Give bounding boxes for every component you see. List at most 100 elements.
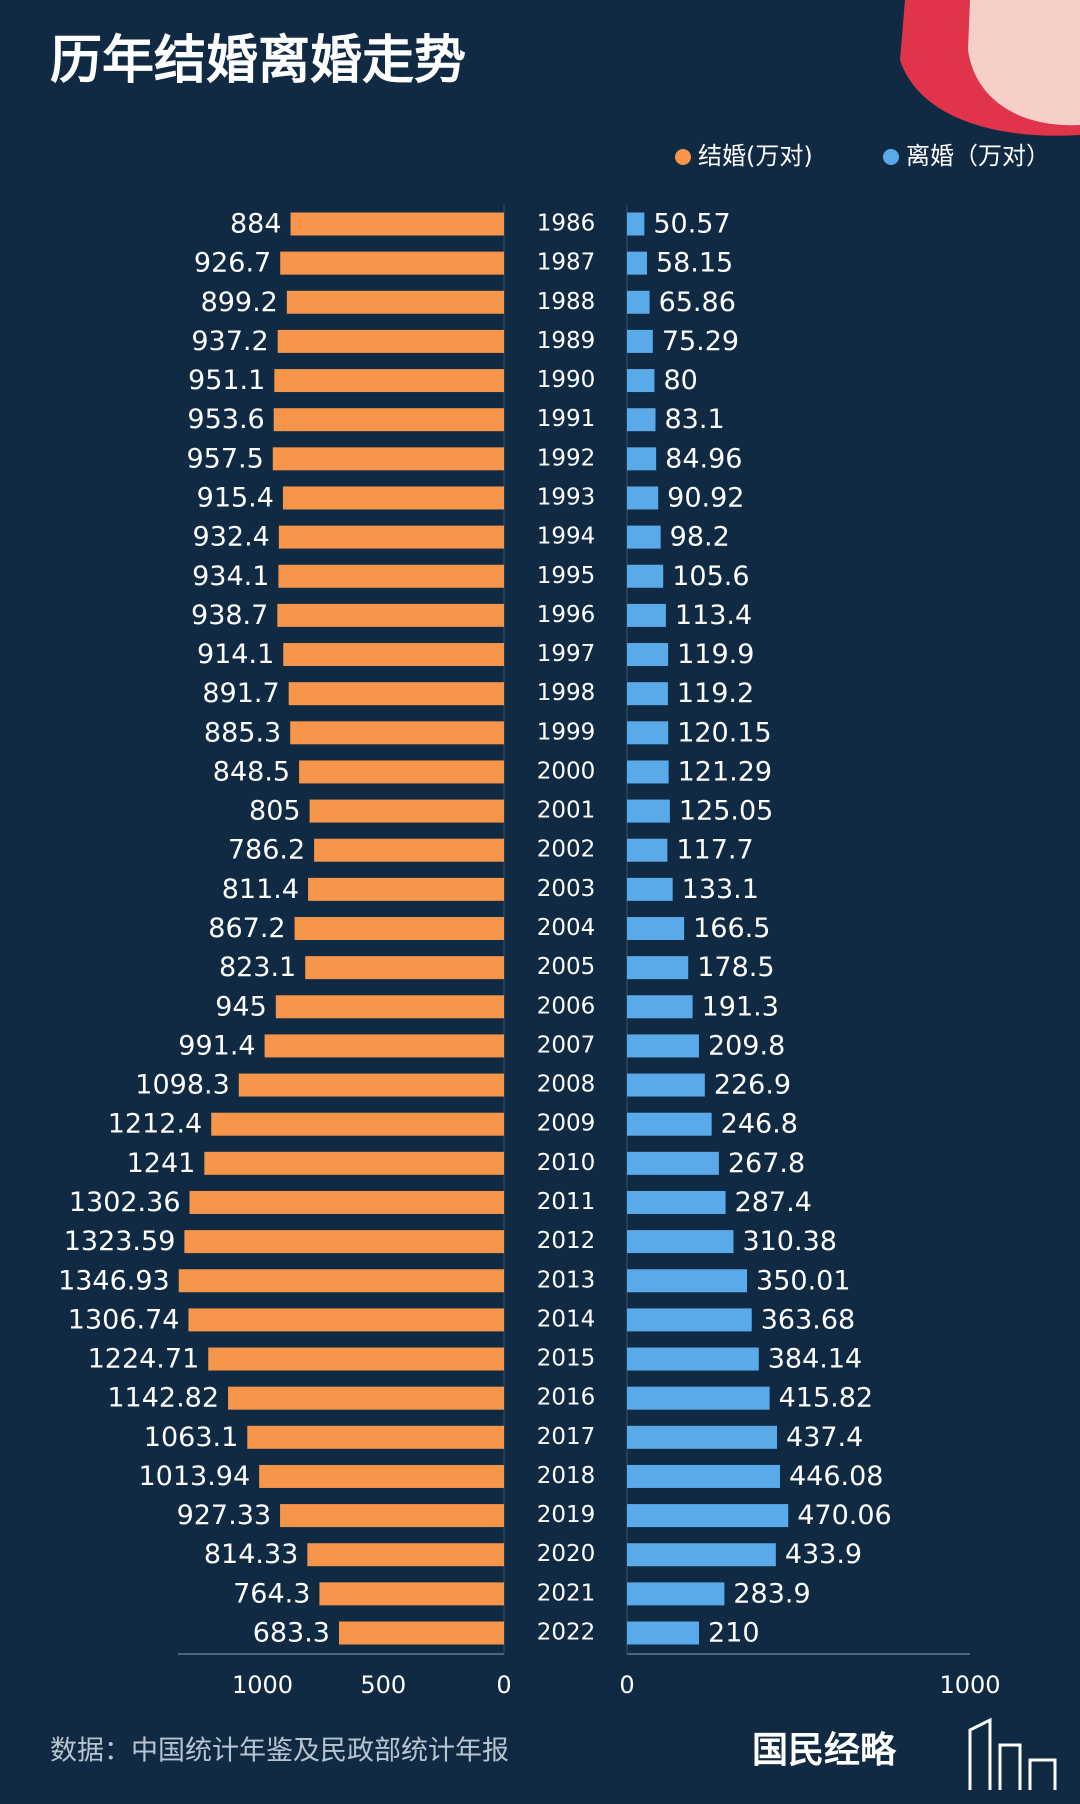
bar — [286, 290, 504, 314]
bar — [627, 956, 689, 980]
value-label: 65.86 — [659, 287, 736, 318]
bar — [294, 917, 504, 940]
bar — [627, 1543, 776, 1567]
category-label: 2011 — [537, 1189, 596, 1215]
value-label: 178.5 — [697, 952, 774, 983]
value-label: 891.7 — [202, 678, 279, 709]
category-label: 1994 — [537, 524, 596, 550]
bar — [280, 251, 504, 275]
value-label: 899.2 — [201, 287, 278, 318]
bar — [627, 1073, 705, 1097]
category-label: 1991 — [537, 406, 596, 432]
value-label: 991.4 — [178, 1030, 255, 1061]
value-label: 786.2 — [228, 835, 305, 866]
category-label: 1997 — [537, 641, 596, 667]
value-label: 938.7 — [191, 600, 268, 631]
x-tick-label: 1000 — [939, 1671, 1000, 1699]
bar — [627, 525, 661, 549]
bar — [627, 486, 659, 510]
value-label: 1302.36 — [69, 1187, 181, 1218]
bar — [627, 1386, 770, 1410]
value-label: 805 — [249, 796, 301, 827]
bar — [314, 838, 504, 862]
x-tick-label: 0 — [619, 1671, 634, 1699]
value-label: 945 — [215, 991, 267, 1022]
value-label: 1212.4 — [108, 1109, 202, 1140]
value-label: 915.4 — [197, 482, 274, 513]
bar — [238, 1073, 504, 1097]
category-label: 1998 — [537, 680, 596, 706]
bar — [627, 1230, 734, 1254]
bar — [273, 408, 504, 432]
value-label: 283.9 — [733, 1578, 810, 1609]
bar — [627, 838, 668, 862]
bar — [290, 212, 504, 236]
category-label: 2003 — [537, 876, 596, 902]
value-label: 953.6 — [187, 404, 264, 435]
bar — [627, 251, 647, 275]
value-label: 934.1 — [192, 561, 269, 592]
bar — [627, 1347, 759, 1371]
legend-swatch — [883, 149, 899, 165]
source: 数据：中国统计年鉴及民政部统计年报 — [50, 1736, 509, 1767]
category-label: 2016 — [537, 1385, 596, 1411]
bar — [627, 760, 669, 784]
bar — [259, 1464, 504, 1488]
value-label: 75.29 — [662, 326, 739, 357]
bar — [319, 1582, 504, 1606]
bar — [290, 721, 504, 745]
value-label: 811.4 — [222, 874, 299, 905]
logo: 国民经略 — [752, 1730, 897, 1771]
category-label: 2018 — [537, 1463, 596, 1489]
value-label: 191.3 — [702, 991, 779, 1022]
value-label: 1224.71 — [88, 1344, 200, 1375]
value-label: 363.68 — [761, 1304, 855, 1335]
bar — [274, 369, 504, 393]
bar — [627, 1151, 719, 1175]
category-label: 2005 — [537, 954, 596, 980]
bar — [282, 486, 504, 510]
category-label: 2021 — [537, 1580, 596, 1606]
bar — [208, 1347, 504, 1371]
logo-icon — [968, 1717, 1057, 1790]
bar — [278, 525, 504, 549]
value-label: 848.5 — [213, 756, 290, 787]
value-label: 914.1 — [197, 639, 274, 670]
bar — [627, 1308, 752, 1332]
bar — [627, 995, 693, 1019]
bar — [309, 799, 504, 823]
category-label: 1996 — [537, 602, 596, 628]
value-label: 226.9 — [714, 1070, 791, 1101]
bar — [627, 212, 645, 236]
value-label: 287.4 — [735, 1187, 812, 1218]
category-label: 2001 — [537, 798, 596, 824]
bar — [178, 1269, 505, 1293]
value-label: 84.96 — [665, 443, 742, 474]
bar — [283, 643, 504, 667]
category-label: 2009 — [537, 1111, 596, 1137]
bar — [338, 1621, 504, 1645]
category-label: 2004 — [537, 915, 596, 941]
value-label: 470.06 — [797, 1500, 891, 1531]
value-label: 1306.74 — [68, 1304, 180, 1335]
value-label: 415.82 — [779, 1383, 873, 1414]
value-label: 1346.93 — [58, 1265, 170, 1296]
bar — [308, 877, 504, 901]
bar — [307, 1543, 504, 1567]
category-label: 2000 — [537, 758, 596, 784]
bar — [627, 1621, 700, 1645]
x-tick-label: 0 — [496, 1671, 511, 1699]
value-label: 121.29 — [678, 756, 772, 787]
bar — [627, 917, 685, 940]
category-label: 2013 — [537, 1267, 596, 1293]
category-label: 1986 — [537, 211, 596, 237]
category-label: 2017 — [537, 1424, 596, 1450]
bar — [627, 1464, 781, 1488]
bar — [305, 956, 504, 980]
category-label: 2002 — [537, 837, 596, 863]
bar — [278, 564, 504, 588]
bar — [627, 1582, 725, 1606]
x-tick-label: 1000 — [232, 1671, 293, 1699]
value-label: 1142.82 — [107, 1383, 219, 1414]
